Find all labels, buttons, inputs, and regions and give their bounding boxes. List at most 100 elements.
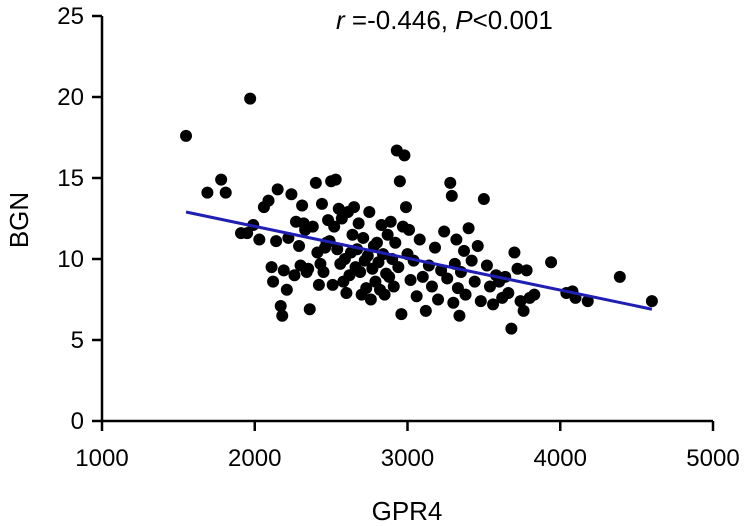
data-point	[419, 304, 432, 317]
data-point	[267, 275, 280, 288]
y-tick-label: 20	[57, 84, 84, 111]
data-point	[398, 149, 411, 162]
data-point	[215, 173, 228, 186]
data-point	[296, 199, 309, 212]
data-point	[432, 293, 445, 306]
data-point	[306, 220, 319, 233]
data-point	[375, 218, 388, 231]
data-point	[438, 225, 451, 238]
data-point	[265, 261, 278, 274]
y-tick-label: 15	[57, 165, 84, 192]
data-point	[328, 220, 341, 233]
data-point	[508, 246, 521, 259]
data-point	[511, 262, 524, 275]
data-point	[477, 193, 490, 206]
data-point	[403, 223, 416, 236]
x-tick-label: 2000	[228, 445, 281, 472]
data-point	[465, 254, 478, 267]
data-point	[393, 175, 406, 188]
data-point	[514, 295, 527, 308]
data-point	[262, 194, 275, 207]
data-point	[285, 188, 298, 201]
data-point	[381, 228, 394, 241]
r-value: =-0.446,	[345, 5, 456, 35]
data-point	[354, 265, 367, 278]
data-point	[480, 259, 493, 272]
data-point	[387, 280, 400, 293]
data-points	[180, 92, 658, 335]
data-point	[458, 244, 471, 257]
data-point	[399, 201, 412, 214]
data-point	[483, 280, 496, 293]
correlation-annotation: r =-0.446, P<0.001	[336, 5, 553, 35]
data-point	[487, 298, 500, 311]
data-point	[545, 256, 558, 269]
data-point	[271, 183, 284, 196]
data-point	[459, 288, 472, 301]
data-point	[277, 264, 290, 277]
data-point	[280, 283, 293, 296]
data-point	[520, 264, 533, 277]
x-axis-title: GPR4	[372, 496, 443, 526]
y-tick-label: 0	[71, 408, 84, 435]
data-point	[293, 240, 306, 253]
data-point	[340, 287, 353, 300]
data-point	[613, 270, 626, 283]
data-point	[346, 228, 359, 241]
p-value: <0.001	[473, 5, 553, 35]
data-point	[378, 288, 391, 301]
x-tick-label: 4000	[534, 445, 587, 472]
tick-marks	[92, 14, 715, 431]
data-point	[315, 197, 328, 210]
data-point	[364, 293, 377, 306]
data-point	[471, 240, 484, 253]
data-point	[425, 280, 438, 293]
data-point	[331, 243, 344, 256]
y-tick-label: 5	[71, 327, 84, 354]
p-symbol: P	[455, 5, 473, 35]
data-point	[383, 270, 396, 283]
data-point	[474, 295, 487, 308]
data-point	[352, 217, 365, 230]
data-point	[180, 129, 193, 142]
data-point	[363, 206, 376, 219]
data-point	[317, 265, 330, 278]
data-point	[450, 233, 463, 246]
data-point	[303, 303, 316, 316]
data-point	[453, 309, 466, 322]
data-point	[332, 202, 345, 215]
y-tick-label: 25	[57, 3, 84, 30]
data-point	[505, 322, 518, 335]
r-symbol: r	[336, 5, 346, 35]
data-point	[389, 236, 402, 249]
axes	[100, 16, 713, 423]
data-point	[360, 282, 373, 295]
data-point	[302, 262, 315, 275]
data-point	[288, 269, 301, 282]
data-point	[219, 186, 232, 199]
y-axis-title: BGN	[4, 192, 34, 248]
data-point	[645, 295, 658, 308]
data-point	[276, 309, 289, 322]
data-point	[384, 215, 397, 228]
data-point	[462, 222, 475, 235]
data-point	[274, 299, 287, 312]
data-point	[348, 201, 361, 214]
data-point	[392, 261, 405, 274]
data-point	[370, 236, 383, 249]
data-point	[361, 249, 374, 262]
data-point	[447, 296, 460, 309]
x-tick-label: 5000	[686, 445, 739, 472]
regression-line	[185, 210, 653, 311]
data-point	[312, 278, 325, 291]
data-point	[244, 92, 257, 105]
y-tick-label: 10	[57, 246, 84, 273]
data-point	[502, 287, 515, 300]
data-point	[329, 173, 342, 186]
data-point	[445, 189, 458, 202]
data-point	[253, 233, 266, 246]
data-point	[395, 308, 408, 321]
data-point	[517, 304, 530, 317]
x-tick-label: 3000	[381, 445, 434, 472]
